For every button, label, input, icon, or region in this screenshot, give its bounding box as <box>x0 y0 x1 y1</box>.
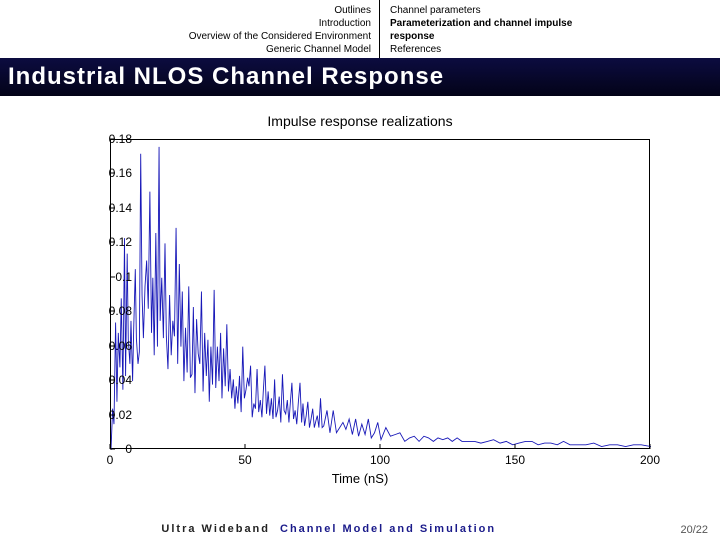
header-right-line: Channel parameters <box>390 4 720 17</box>
footer: Ultra Wideband Channel Model and Simulat… <box>0 518 720 540</box>
footer-mid: Channel Model and Simulation <box>280 523 496 535</box>
x-tick-label: 0 <box>107 453 114 467</box>
plot-box <box>110 139 650 449</box>
header: OutlinesIntroductionOverview of the Cons… <box>0 0 720 58</box>
x-tick-mark <box>380 444 381 449</box>
x-tick-label: 50 <box>238 453 251 467</box>
footer-left: Ultra Wideband <box>0 523 280 535</box>
y-tick-mark <box>110 380 115 381</box>
chart-title: Impulse response realizations <box>40 113 680 129</box>
y-tick-mark <box>110 311 115 312</box>
header-left-line: Generic Channel Model <box>0 43 371 56</box>
header-left-line: Outlines <box>0 4 371 17</box>
header-left-line: Overview of the Considered Environment <box>0 30 371 43</box>
y-tick-mark <box>110 414 115 415</box>
page-number: 20/22 <box>680 524 708 536</box>
header-left-nav: OutlinesIntroductionOverview of the Cons… <box>0 0 380 58</box>
y-tick-mark <box>110 242 115 243</box>
x-tick-mark <box>245 444 246 449</box>
series-line <box>111 140 651 450</box>
x-tick-label: 100 <box>370 453 390 467</box>
y-tick-mark <box>110 173 115 174</box>
header-right-line: response <box>390 30 720 43</box>
impulse-response-chart: Impulse response realizations Time (nS) … <box>40 111 680 491</box>
x-tick-label: 150 <box>505 453 525 467</box>
header-right-line: References <box>390 43 720 56</box>
x-axis-label: Time (nS) <box>40 471 680 486</box>
y-tick-mark <box>110 345 115 346</box>
y-tick-mark <box>110 207 115 208</box>
y-tick-mark <box>110 139 115 140</box>
y-tick-mark <box>110 276 115 277</box>
header-right-line: Parameterization and channel impulse <box>390 17 720 30</box>
x-tick-label: 200 <box>640 453 660 467</box>
header-left-line: Introduction <box>0 17 371 30</box>
x-tick-mark <box>515 444 516 449</box>
x-tick-mark <box>110 444 111 449</box>
y-tick-mark <box>110 449 115 450</box>
x-tick-mark <box>650 444 651 449</box>
impulse-response-line <box>111 147 651 450</box>
header-right-subsections: Channel parametersParameterization and c… <box>380 0 720 58</box>
slide-title: Industrial NLOS Channel Response <box>8 63 444 91</box>
title-bar: Industrial NLOS Channel Response <box>0 58 720 96</box>
